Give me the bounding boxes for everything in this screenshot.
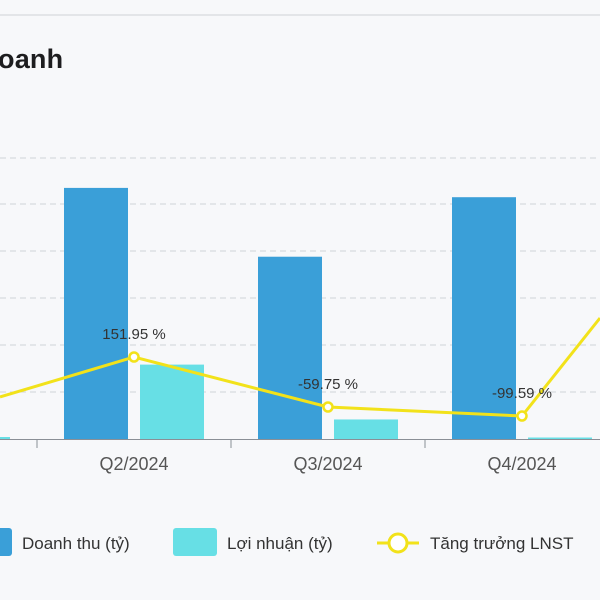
legend-label-revenue: Doanh thu (tỷ) xyxy=(22,534,130,553)
growth-point xyxy=(322,401,334,413)
bar-revenue xyxy=(452,197,516,439)
bar-profit xyxy=(140,364,204,439)
growth-line: 151.95 % -59.75 % -99.59 % xyxy=(0,317,600,422)
x-tick-label: Q2/2024 xyxy=(99,454,168,474)
legend: Doanh thu (tỷ) Lợi nhuận (tỷ) Tăng trưởng … xyxy=(0,528,573,556)
top-divider xyxy=(0,14,600,16)
growth-label: -59.75 % xyxy=(298,376,358,393)
bar-revenue xyxy=(64,187,128,439)
bar-profit xyxy=(528,437,592,439)
x-tick-label: Q4/2024 xyxy=(487,454,556,474)
legend-label-growth: Tăng trưởng LNST xyxy=(430,534,573,553)
bar-profit-partial xyxy=(0,437,10,439)
legend-swatch-revenue xyxy=(0,528,12,556)
chart-title: oanh xyxy=(0,44,64,74)
legend-marker-growth xyxy=(387,532,409,554)
bar-profit xyxy=(334,419,398,439)
growth-label: 151.95 % xyxy=(102,326,165,343)
x-tick-label: Q3/2024 xyxy=(293,454,362,474)
bars xyxy=(0,187,592,439)
x-axis: Q2/2024 Q3/2024 Q4/2024 xyxy=(0,439,600,474)
growth-point xyxy=(128,351,140,363)
bar-revenue xyxy=(258,256,322,439)
legend-swatch-profit xyxy=(173,528,217,556)
legend-label-profit: Lợi nhuận (tỷ) xyxy=(227,534,333,553)
growth-label: -99.59 % xyxy=(492,385,552,402)
growth-point xyxy=(516,410,528,422)
